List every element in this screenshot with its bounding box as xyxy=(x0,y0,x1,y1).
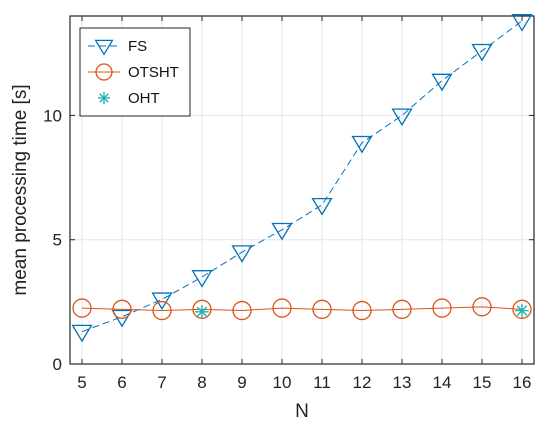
data-point-otsht xyxy=(112,299,132,319)
data-point-fs xyxy=(391,108,413,127)
legend-item-oht: OHT xyxy=(98,90,160,107)
asterisk-stroke xyxy=(196,306,208,318)
data-point-otsht xyxy=(512,299,532,319)
x-axis: 5 6 7 8 9 10 11 12 13 14 15 16 xyxy=(77,16,531,392)
data-point-fs xyxy=(111,309,133,328)
x-tick-label: 13 xyxy=(393,373,412,392)
data-point-otsht xyxy=(392,299,412,319)
data-point-fs xyxy=(311,197,333,216)
series-fs xyxy=(71,14,533,343)
x-tick-label: 8 xyxy=(197,373,206,392)
x-tick-label: 12 xyxy=(353,373,372,392)
x-axis-title: N xyxy=(295,401,309,422)
data-point-otsht xyxy=(432,298,452,318)
asterisk-stroke xyxy=(516,305,528,316)
x-tick-label: 7 xyxy=(157,373,166,392)
x-tick-label: 14 xyxy=(433,373,452,392)
x-tick-label: 5 xyxy=(77,373,86,392)
plot-frame xyxy=(69,15,535,365)
series-line-fs xyxy=(81,20,523,333)
asterisk-stroke xyxy=(99,93,109,103)
x-tick-label: 15 xyxy=(473,373,492,392)
y-axis-title: mean processing time [s] xyxy=(10,84,31,295)
y-tick-label: 0 xyxy=(53,355,62,374)
data-point-fs xyxy=(511,14,533,32)
data-point-otsht xyxy=(272,298,292,318)
data-point-otsht xyxy=(312,299,332,319)
legend: FS OTSHT OHT xyxy=(79,27,191,117)
legend-marker-otsht xyxy=(95,63,113,81)
x-tick-label: 10 xyxy=(273,373,292,392)
x-tick-label: 11 xyxy=(313,373,331,392)
x-tick-label: 6 xyxy=(117,373,126,392)
data-point-oht xyxy=(515,303,529,318)
legend-marker-oht xyxy=(98,92,110,104)
data-point-otsht xyxy=(232,300,252,321)
data-point-fs xyxy=(431,73,453,92)
y-tick-label: 5 xyxy=(53,231,62,250)
series-oht xyxy=(195,303,529,319)
legend-item-fs: FS xyxy=(88,38,147,56)
data-point-otsht xyxy=(472,297,492,317)
data-point-otsht xyxy=(352,300,372,321)
data-point-fs xyxy=(151,292,173,311)
series-otsht xyxy=(72,297,532,321)
legend-marker-fs xyxy=(94,39,114,56)
data-point-fs xyxy=(271,222,293,241)
legend-label-otsht: OTSHT xyxy=(128,64,179,81)
data-point-otsht xyxy=(72,298,92,318)
legend-item-otsht: OTSHT xyxy=(88,63,179,81)
series-line-otsht xyxy=(81,306,523,312)
data-point-fs xyxy=(191,270,213,288)
y-axis: 0 5 10 xyxy=(43,106,534,374)
x-tick-label: 9 xyxy=(237,373,246,392)
data-point-fs xyxy=(71,324,93,343)
data-point-fs xyxy=(231,245,253,263)
data-point-oht xyxy=(195,305,209,319)
data-point-otsht xyxy=(152,300,172,321)
data-point-fs xyxy=(471,43,493,62)
y-tick-label: 10 xyxy=(43,106,62,125)
legend-label-oht: OHT xyxy=(128,90,160,107)
data-point-fs xyxy=(351,135,373,154)
series-layer xyxy=(71,14,533,343)
x-tick-label: 16 xyxy=(513,373,532,392)
legend-label-fs: FS xyxy=(128,38,147,55)
